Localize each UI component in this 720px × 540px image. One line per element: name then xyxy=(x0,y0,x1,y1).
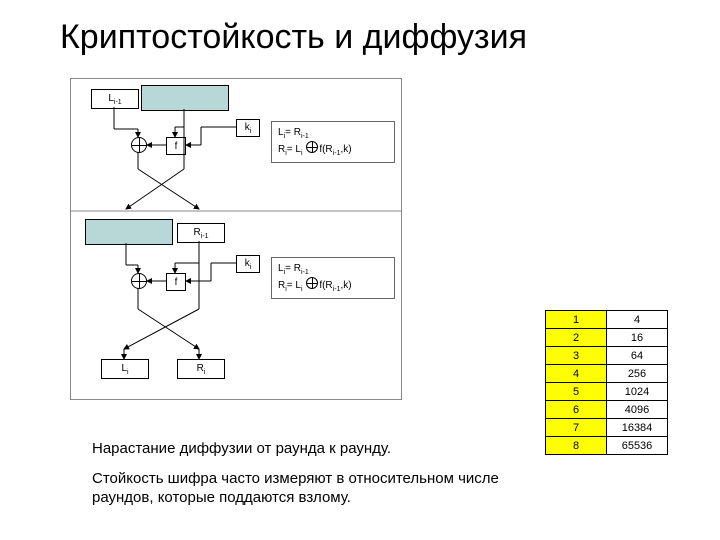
diffusion-table: 1421636442565102464096716384865536 xyxy=(545,310,668,455)
box-L-i-1: Li-1 xyxy=(91,89,139,109)
box-f-top: f xyxy=(166,137,186,155)
table-cell: 16384 xyxy=(607,419,668,437)
table-cell: 256 xyxy=(607,365,668,383)
table-cell: 65536 xyxy=(607,437,668,455)
table-cell: 4 xyxy=(607,311,668,329)
page-title: Криптостойкость и диффузия xyxy=(60,18,527,57)
body-text-1: Нарастание диффузии от раунда к раунду. xyxy=(92,440,562,459)
box-R-i: Ri xyxy=(177,359,225,379)
table-cell: 1 xyxy=(546,311,607,329)
box-R-i-1: Ri-1 xyxy=(177,223,225,243)
box-L-teal xyxy=(85,219,173,245)
xor-bot xyxy=(131,273,147,289)
table-cell: 7 xyxy=(546,419,607,437)
table-cell: 3 xyxy=(546,347,607,365)
table-cell: 5 xyxy=(546,383,607,401)
table-cell: 4096 xyxy=(607,401,668,419)
table-cell: 64 xyxy=(607,347,668,365)
table-cell: 2 xyxy=(546,329,607,347)
table-cell: 4 xyxy=(546,365,607,383)
box-f-bot: f xyxy=(166,273,186,291)
box-L-i: Li xyxy=(101,359,149,379)
formula-bot: Li= Ri-1 Ri= Li f(Ri-1,k) xyxy=(271,257,395,299)
box-R-i-1-teal xyxy=(141,85,229,111)
table-cell: 1024 xyxy=(607,383,668,401)
formula-top: Li= Ri-1 Ri= Li f(Ri-1,k) xyxy=(271,121,395,163)
box-k-bot: ki xyxy=(236,255,260,273)
xor-top xyxy=(131,137,147,153)
table-cell: 6 xyxy=(546,401,607,419)
table-cell: 16 xyxy=(607,329,668,347)
box-k-top: ki xyxy=(236,119,260,137)
body-text-2: Стойкость шифра часто измеряют в относит… xyxy=(92,470,562,508)
feistel-diagram: Li-1 ki f Li= Ri-1 Ri= Li f(Ri-1,k) Ri-1… xyxy=(70,78,402,400)
